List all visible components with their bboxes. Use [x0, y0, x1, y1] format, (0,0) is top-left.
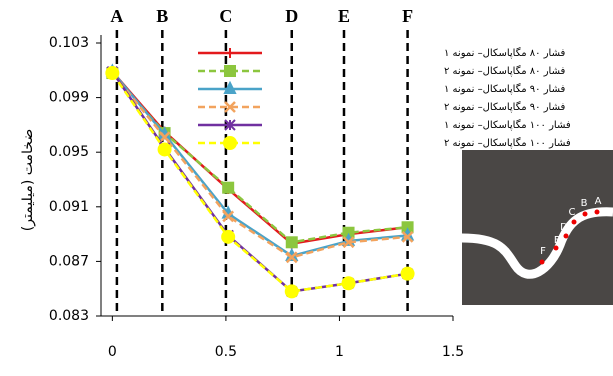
- marker-shape: [342, 236, 355, 249]
- photo-label: F: [540, 246, 546, 257]
- marker-shape: [285, 236, 298, 249]
- section-label: F: [402, 6, 413, 26]
- marker-shape: [224, 65, 236, 77]
- marker: [105, 66, 120, 81]
- marker: [157, 142, 172, 157]
- y-tick-label: 0.083: [49, 308, 89, 324]
- marker: [400, 266, 415, 281]
- marker-shape: [284, 284, 299, 299]
- marker-shape: [224, 101, 236, 113]
- x-tick-label: 0.5: [215, 344, 237, 360]
- series-line: [111, 70, 408, 258]
- photo-inset: A B C D E F: [461, 150, 613, 305]
- marker: [401, 230, 414, 243]
- x-tick-label: 1.5: [442, 344, 464, 360]
- photo-dot: [553, 245, 559, 251]
- marker-shape: [224, 119, 236, 131]
- x-tick-label: 1: [335, 344, 344, 360]
- legend-label: فشار ۱۰۰ مگاپاسکال– نمونه ۱: [444, 119, 571, 131]
- photo-dot: [563, 233, 569, 239]
- marker-shape: [341, 276, 356, 291]
- y-axis-label: ضخامت (میلیمتر): [20, 129, 36, 231]
- y-tick-label: 0.087: [49, 253, 89, 269]
- legend-label: فشار ۹۰ مگاپاسکال– نمونه ۱: [444, 83, 565, 95]
- photo-profile: [461, 207, 613, 279]
- series-line: [111, 70, 408, 245]
- marker-shape: [222, 181, 235, 194]
- section-label: C: [219, 6, 232, 26]
- photo-label: B: [581, 198, 588, 209]
- series-line: [111, 72, 408, 259]
- marker: [284, 284, 299, 299]
- photo-label: E: [554, 235, 560, 246]
- legend-label: فشار ۸۰ مگاپاسکال– نمونه ۲: [444, 65, 565, 77]
- y-tick-label: 0.091: [49, 199, 89, 215]
- photo-label: D: [560, 222, 568, 233]
- photo-label: A: [595, 196, 602, 207]
- marker-shape: [105, 66, 120, 81]
- marker-shape: [223, 80, 237, 94]
- photo-background: [462, 150, 613, 305]
- marker: [223, 80, 237, 94]
- marker: [285, 236, 298, 249]
- legend-label: فشار ۹۰ مگاپاسکال– نمونه ۲: [444, 101, 565, 113]
- marker-shape: [225, 48, 235, 58]
- photo-dot: [582, 211, 588, 217]
- marker-shape: [158, 131, 171, 144]
- marker: [222, 210, 235, 223]
- legend-label: فشار ۱۰۰ مگاپاسکال– نمونه ۲: [444, 137, 571, 149]
- section-label: E: [338, 6, 350, 26]
- marker: [285, 251, 298, 264]
- legend-label: فشار ۸۰ مگاپاسکال– نمونه ۱: [444, 47, 565, 59]
- marker-shape: [400, 266, 415, 281]
- section-label: A: [110, 6, 123, 26]
- marker: [225, 48, 235, 58]
- photo-dot: [594, 209, 600, 215]
- photo-dot: [539, 259, 545, 265]
- marker: [224, 65, 236, 77]
- series-line: [111, 70, 408, 293]
- section-label: D: [285, 6, 298, 26]
- marker-shape: [285, 251, 298, 264]
- marker-shape: [221, 229, 236, 244]
- photo-dot: [571, 219, 577, 225]
- marker: [342, 236, 355, 249]
- marker: [224, 119, 236, 131]
- marker: [341, 276, 356, 291]
- marker: [221, 229, 236, 244]
- y-tick-label: 0.103: [49, 35, 89, 51]
- photo-label: C: [569, 207, 576, 218]
- marker-shape: [223, 136, 237, 150]
- marker: [222, 181, 235, 194]
- marker: [158, 131, 171, 144]
- x-tick-label: 0: [108, 344, 117, 360]
- y-tick-label: 0.095: [49, 144, 89, 160]
- series-line: [111, 72, 408, 293]
- marker-shape: [157, 142, 172, 157]
- section-label: B: [156, 6, 168, 26]
- y-tick-label: 0.099: [49, 90, 89, 106]
- marker-shape: [401, 230, 414, 243]
- marker: [224, 101, 236, 113]
- marker-shape: [222, 210, 235, 223]
- marker: [223, 136, 237, 150]
